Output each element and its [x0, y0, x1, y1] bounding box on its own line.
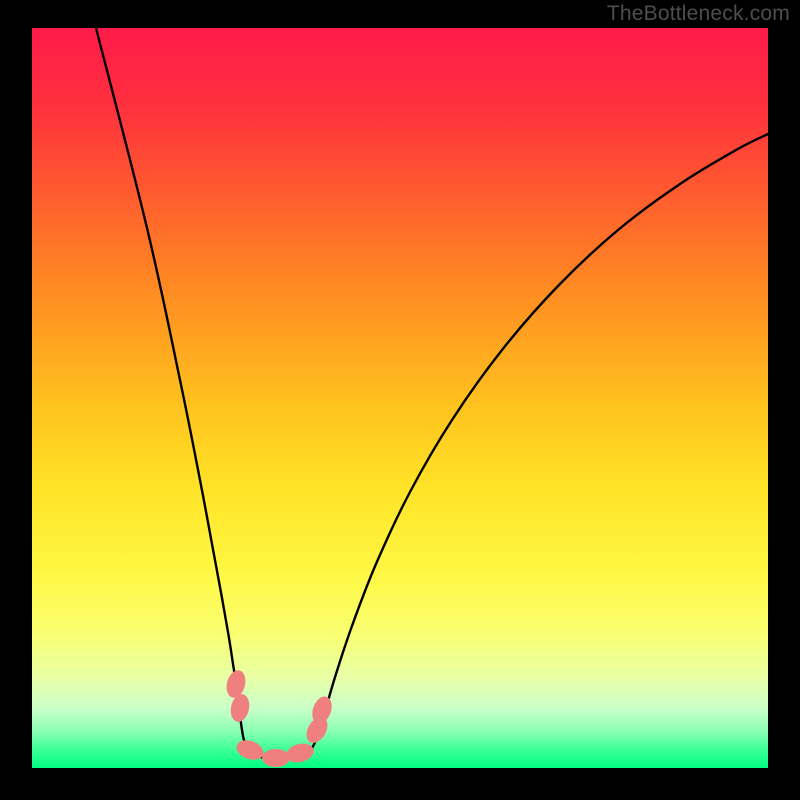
bottleneck-curve-plot: [0, 0, 800, 800]
plot-background: [32, 28, 768, 768]
curve-marker: [262, 749, 290, 767]
chart-canvas: TheBottleneck.com: [0, 0, 800, 800]
watermark-text: TheBottleneck.com: [607, 2, 790, 26]
